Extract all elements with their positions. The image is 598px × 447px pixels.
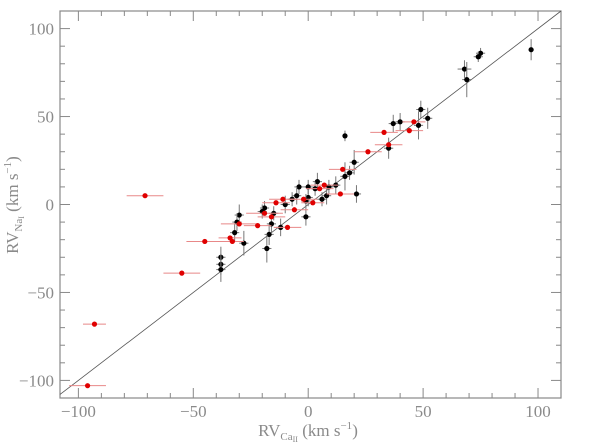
data-point xyxy=(386,142,392,148)
data-point xyxy=(314,179,320,185)
data-point xyxy=(296,184,302,190)
data-point xyxy=(390,120,396,127)
data-point xyxy=(202,238,208,245)
data-point xyxy=(415,122,422,128)
data-point xyxy=(91,321,98,327)
axis-tick-labels: −100 −50 0 50 100 −100 −50 0 50 100 xyxy=(19,20,551,421)
data-point xyxy=(273,200,279,206)
data-point xyxy=(411,119,417,125)
series-red xyxy=(69,119,426,389)
y-tick-label: −100 xyxy=(19,371,54,390)
x-tick-label: 50 xyxy=(415,402,432,421)
data-point xyxy=(464,77,470,83)
data-point xyxy=(337,191,343,197)
data-point xyxy=(229,238,235,245)
data-point xyxy=(321,182,327,188)
data-point xyxy=(218,266,224,273)
data-point xyxy=(301,196,307,202)
data-point xyxy=(317,186,323,192)
x-tick-label: 100 xyxy=(525,402,551,421)
data-point xyxy=(232,230,238,236)
data-point xyxy=(461,66,468,72)
data-point xyxy=(268,214,275,220)
data-point xyxy=(418,106,424,113)
y-tick-label: 0 xyxy=(46,196,55,215)
data-point xyxy=(475,54,481,60)
plot-frame xyxy=(59,10,562,399)
data-point xyxy=(365,149,371,155)
y-tick-label: −50 xyxy=(27,283,54,302)
x-tick-label: 0 xyxy=(304,402,313,421)
data-point xyxy=(406,128,412,134)
series-black xyxy=(216,39,534,282)
data-point xyxy=(236,212,242,218)
x-axis-label: RVCaII (km s−1) xyxy=(258,420,358,444)
data-point xyxy=(294,193,300,199)
data-point xyxy=(255,223,261,229)
data-point xyxy=(179,270,185,276)
data-point xyxy=(310,200,316,206)
data-point xyxy=(397,119,403,125)
data-point xyxy=(261,210,268,216)
y-tick-label: 50 xyxy=(37,108,54,127)
data-points xyxy=(69,39,534,389)
data-point xyxy=(142,193,148,199)
data-point xyxy=(353,191,360,197)
axis-ticks xyxy=(60,10,562,398)
data-point xyxy=(346,170,353,176)
data-point xyxy=(84,383,91,389)
data-point xyxy=(528,47,534,53)
data-point xyxy=(236,221,242,227)
y-axis-label: RVNaI (km s−1) xyxy=(2,156,26,254)
data-point xyxy=(381,129,387,135)
data-point xyxy=(266,231,272,238)
plot-area-border xyxy=(59,10,562,399)
data-point xyxy=(342,133,348,139)
data-point xyxy=(264,245,270,252)
y-tick-label: 100 xyxy=(29,20,55,39)
data-point xyxy=(303,214,309,220)
x-tick-label: −100 xyxy=(61,402,96,421)
data-point xyxy=(351,159,357,165)
x-tick-label: −50 xyxy=(180,402,207,421)
data-point xyxy=(280,196,286,202)
data-point xyxy=(340,166,346,172)
data-point xyxy=(425,115,431,121)
data-point xyxy=(319,196,325,202)
data-point xyxy=(284,224,291,230)
data-point xyxy=(342,173,348,179)
data-point xyxy=(291,207,298,213)
